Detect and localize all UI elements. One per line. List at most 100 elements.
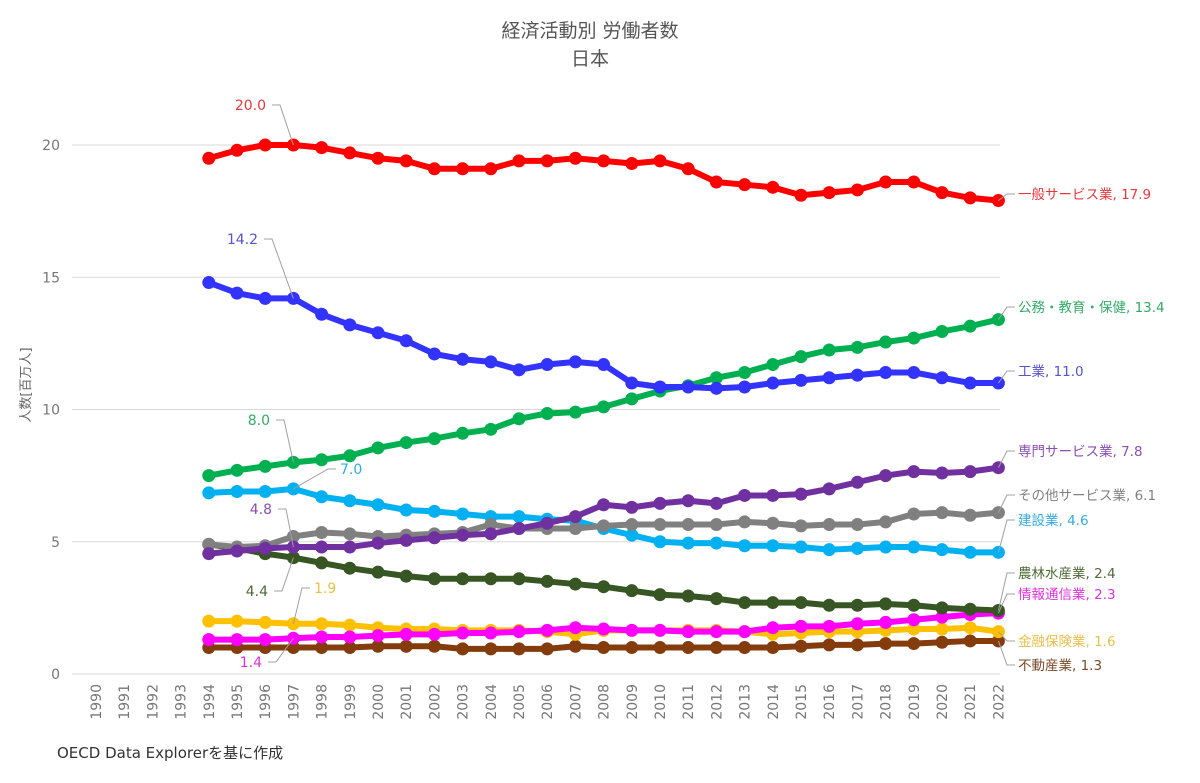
data-point xyxy=(850,617,864,631)
data-point xyxy=(371,498,385,512)
data-point xyxy=(738,365,752,379)
data-point xyxy=(202,537,216,551)
x-tick-label: 2001 xyxy=(399,684,415,720)
data-point xyxy=(484,355,498,369)
data-point xyxy=(568,405,582,419)
data-point xyxy=(315,641,329,655)
data-point xyxy=(766,488,780,502)
x-tick-label: 2004 xyxy=(484,684,500,720)
data-point xyxy=(963,465,977,479)
data-point xyxy=(286,529,300,543)
data-point xyxy=(315,307,329,321)
data-point xyxy=(963,545,977,559)
x-tick-label: 1990 xyxy=(89,684,105,720)
x-tick-label: 2017 xyxy=(850,684,866,720)
data-point xyxy=(681,536,695,550)
x-tick-label: 1994 xyxy=(202,684,218,720)
chart-subtitle: 日本 xyxy=(571,48,609,70)
data-point xyxy=(484,422,498,436)
data-point xyxy=(766,621,780,635)
y-axis-label: 人数[百万人] xyxy=(19,347,34,422)
x-tick-label: 1998 xyxy=(315,684,331,720)
data-point xyxy=(766,358,780,372)
data-point xyxy=(907,613,921,627)
data-point xyxy=(512,625,526,639)
data-point xyxy=(963,508,977,522)
data-point xyxy=(568,151,582,165)
x-tick-label: 2019 xyxy=(907,684,923,720)
data-point xyxy=(766,180,780,194)
data-point xyxy=(484,527,498,541)
data-point xyxy=(258,138,272,152)
data-point xyxy=(738,641,752,655)
data-point xyxy=(315,490,329,504)
data-point xyxy=(315,617,329,631)
data-point xyxy=(907,507,921,521)
data-point xyxy=(568,639,582,653)
data-point xyxy=(456,642,470,656)
data-point xyxy=(963,602,977,616)
data-point xyxy=(653,535,667,549)
data-point xyxy=(935,506,949,520)
data-point xyxy=(512,642,526,656)
data-point xyxy=(427,627,441,641)
end-label: 建設業, 4.6 xyxy=(1018,513,1089,529)
data-point xyxy=(399,503,413,517)
leader-line xyxy=(997,494,1015,513)
data-point xyxy=(456,626,470,640)
data-point xyxy=(597,154,611,168)
data-point xyxy=(512,412,526,426)
data-point xyxy=(879,365,893,379)
data-point xyxy=(315,453,329,467)
data-point xyxy=(709,641,723,655)
data-point xyxy=(907,540,921,554)
data-point xyxy=(343,318,357,332)
data-point xyxy=(343,618,357,632)
data-point xyxy=(879,637,893,651)
data-point xyxy=(822,638,836,652)
annotation-leader xyxy=(293,468,336,490)
end-label: 不動産業, 1.3 xyxy=(1018,658,1102,674)
series-公務・教育・保健 xyxy=(202,313,1005,483)
data-point xyxy=(286,641,300,655)
data-point xyxy=(738,625,752,639)
data-point xyxy=(907,598,921,612)
data-point xyxy=(822,543,836,557)
data-point xyxy=(653,380,667,394)
data-point xyxy=(653,518,667,532)
data-point xyxy=(230,143,244,157)
data-point xyxy=(879,175,893,189)
data-point xyxy=(907,622,921,636)
data-point xyxy=(625,392,639,406)
data-annotation: 1.4 xyxy=(240,655,262,671)
data-point xyxy=(315,525,329,539)
data-point xyxy=(512,522,526,536)
end-label: 公務・教育・保健, 13.4 xyxy=(1018,300,1165,316)
series-専門サービス業 xyxy=(202,461,1005,561)
end-label: その他サービス業, 6.1 xyxy=(1018,488,1156,504)
data-point xyxy=(399,334,413,348)
data-point xyxy=(456,352,470,366)
data-point xyxy=(568,355,582,369)
series-line xyxy=(205,541,1002,614)
data-point xyxy=(230,544,244,558)
data-point xyxy=(568,621,582,635)
x-tick-label: 2000 xyxy=(371,684,387,720)
data-point xyxy=(456,528,470,542)
annotation-leader xyxy=(292,587,310,624)
data-point xyxy=(568,510,582,524)
series-不動産業 xyxy=(202,634,1005,656)
data-point xyxy=(766,641,780,655)
x-tick-label: 2010 xyxy=(653,684,669,720)
data-point xyxy=(738,178,752,192)
data-point xyxy=(371,565,385,579)
data-point xyxy=(202,614,216,628)
data-point xyxy=(540,623,554,637)
data-annotation: 14.2 xyxy=(227,232,258,248)
annotation-leader xyxy=(274,557,294,592)
data-point xyxy=(935,324,949,338)
data-point xyxy=(709,496,723,510)
data-point xyxy=(935,635,949,649)
data-point xyxy=(794,519,808,533)
data-point xyxy=(681,380,695,394)
